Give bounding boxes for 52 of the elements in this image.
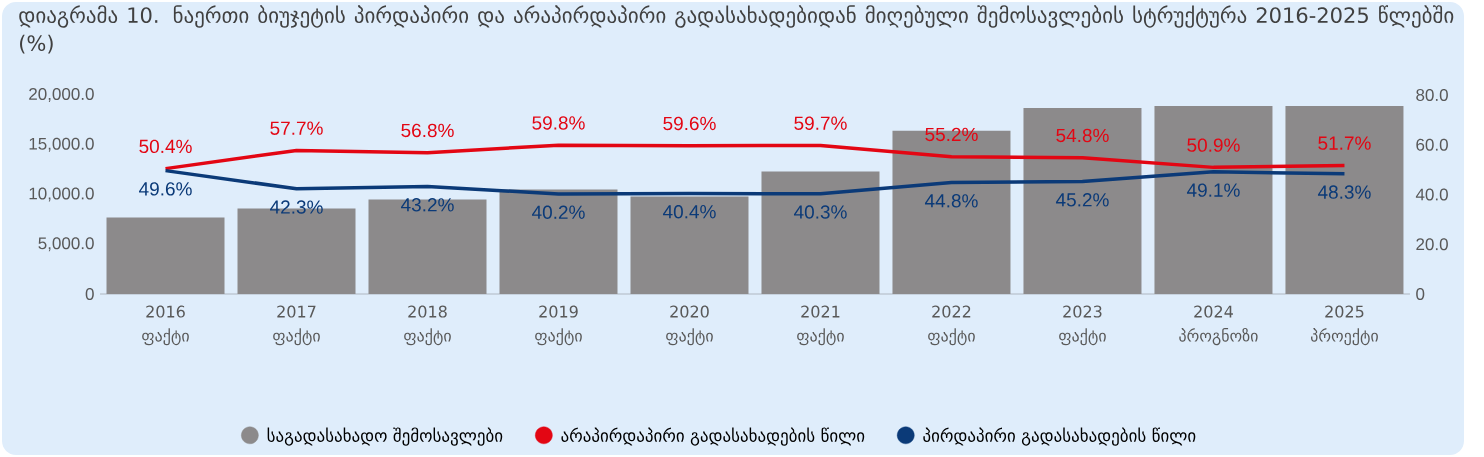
data-label: 40.3%	[793, 205, 847, 219]
data-label: 45.2%	[1055, 193, 1109, 207]
y-tick-label: 10,000.0	[29, 187, 94, 202]
data-label: 51.7%	[1318, 136, 1371, 150]
x-tick-label: 2025 პროექტი	[1310, 305, 1378, 346]
y-tick-label: 15,000.0	[29, 137, 94, 152]
data-label: 44.8%	[924, 194, 978, 208]
data-label: 50.9%	[1187, 138, 1240, 152]
x-tick-label: 2021 ფაქტი	[797, 305, 844, 346]
data-label: 49.1%	[1186, 183, 1240, 197]
y2-tick-label: 60.0	[1416, 138, 1448, 151]
data-label: 59.8%	[532, 116, 585, 130]
x-tick-label: 2018 ფაქტი	[404, 305, 451, 346]
y2-tick-label: 80.0	[1416, 88, 1448, 102]
data-label: 59.7%	[794, 116, 847, 130]
data-label: 42.3%	[270, 200, 323, 214]
data-label: 57.7%	[270, 121, 323, 135]
data-label: 49.6%	[139, 182, 192, 196]
legend-label: საგადასახადო შემოსავლები	[267, 427, 503, 446]
data-label: 55.2%	[925, 127, 978, 142]
bar	[1285, 105, 1404, 294]
y2-tick-label: 40.0	[1415, 188, 1448, 201]
x-tick-label: 2022 ფაქტი	[928, 305, 975, 346]
x-tick-label: 2017 ფაქტი	[273, 305, 320, 346]
data-label: 43.2%	[401, 198, 454, 212]
x-tick-label: 2024 პროგნოზი	[1179, 305, 1258, 346]
y-tick-label: 20,000.0	[29, 87, 94, 103]
bar	[368, 199, 487, 294]
data-label: 40.4%	[663, 205, 716, 219]
bar	[761, 171, 880, 294]
x-tick-label: 2019 ფაქტი	[535, 305, 582, 346]
chart-title: დიაგრამა 10. ნაერთი ბიუჯეტის პირდაპირი და არაპირდაპირი გადასახადებიდან მიღებული შემოსავლების სტრუქტურა 2016-2025 წლებში (%)	[19, 5, 1454, 54]
y-tick-label: 0	[85, 287, 94, 301]
x-tick-label: 2016 ფაქტი	[142, 305, 189, 346]
data-label: 54.8%	[1056, 128, 1109, 143]
bar	[499, 189, 618, 294]
y2-tick-label: 0	[1416, 287, 1425, 301]
bar	[1154, 105, 1273, 294]
y2-tick-label: 20.0	[1416, 238, 1448, 251]
legend-label: არაპირდაპირი გადასახადების წილი	[561, 427, 865, 446]
legend-label: პირდაპირი გადასახადების წილი	[923, 427, 1196, 446]
data-label: 56.8%	[401, 123, 454, 138]
x-tick-label: 2023 ფაქტი	[1059, 305, 1106, 346]
data-label: 40.2%	[532, 205, 585, 219]
data-label: 48.3%	[1317, 185, 1371, 199]
bar	[1023, 107, 1142, 294]
bar	[106, 217, 225, 294]
data-label: 50.4%	[139, 139, 192, 154]
y-tick-label: 5,000.0	[38, 237, 94, 252]
x-tick-label: 2020 ფაქტი	[666, 305, 713, 346]
data-label: 59.6%	[663, 116, 716, 131]
bar	[630, 196, 749, 294]
